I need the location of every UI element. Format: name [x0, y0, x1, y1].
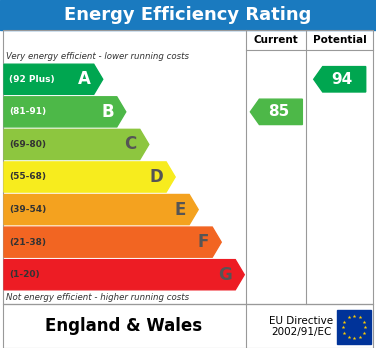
- Polygon shape: [4, 227, 221, 257]
- Polygon shape: [4, 129, 149, 159]
- Text: England & Wales: England & Wales: [45, 317, 202, 335]
- Text: (92 Plus): (92 Plus): [9, 75, 55, 84]
- Polygon shape: [4, 97, 126, 127]
- Text: Energy Efficiency Rating: Energy Efficiency Rating: [64, 6, 312, 24]
- Text: A: A: [78, 70, 91, 88]
- Text: Very energy efficient - lower running costs: Very energy efficient - lower running co…: [6, 52, 189, 61]
- Text: (55-68): (55-68): [9, 173, 46, 182]
- Text: (69-80): (69-80): [9, 140, 46, 149]
- Text: (1-20): (1-20): [9, 270, 39, 279]
- Text: (21-38): (21-38): [9, 238, 46, 247]
- Bar: [3, 304, 373, 348]
- Polygon shape: [4, 195, 198, 225]
- Bar: [3, 30, 373, 304]
- Text: Potential: Potential: [313, 35, 367, 45]
- Text: D: D: [149, 168, 163, 186]
- Text: G: G: [218, 266, 232, 284]
- Polygon shape: [250, 99, 302, 125]
- Polygon shape: [4, 162, 175, 192]
- Text: 85: 85: [268, 104, 289, 119]
- Text: Current: Current: [254, 35, 299, 45]
- Text: E: E: [175, 200, 186, 219]
- Text: B: B: [101, 103, 114, 121]
- Bar: [337, 310, 371, 344]
- Text: (81-91): (81-91): [9, 107, 46, 116]
- Text: EU Directive: EU Directive: [269, 316, 334, 326]
- Bar: [0, 0, 376, 30]
- Polygon shape: [314, 66, 366, 92]
- Text: 2002/91/EC: 2002/91/EC: [271, 327, 332, 337]
- Polygon shape: [4, 260, 244, 290]
- Text: 94: 94: [331, 72, 353, 87]
- Polygon shape: [4, 64, 103, 94]
- Text: (39-54): (39-54): [9, 205, 46, 214]
- Text: Not energy efficient - higher running costs: Not energy efficient - higher running co…: [6, 293, 189, 302]
- Text: C: C: [124, 135, 137, 153]
- Text: F: F: [198, 233, 209, 251]
